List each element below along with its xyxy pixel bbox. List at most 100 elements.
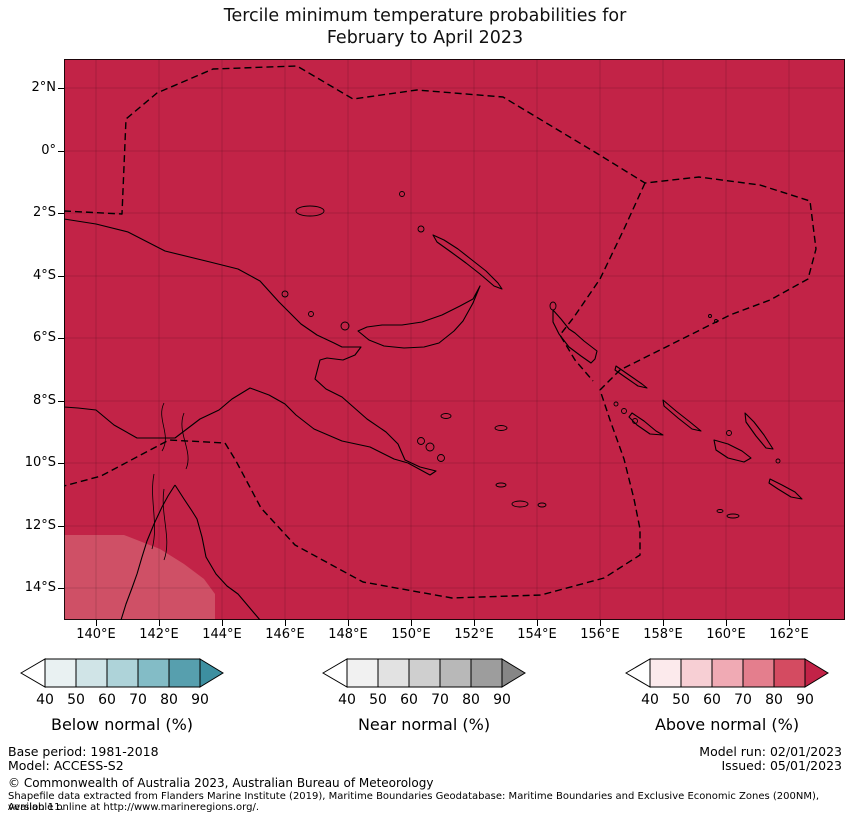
x-tickmark [411, 620, 412, 626]
x-axis-label: 158°E [643, 627, 683, 642]
marineregions-url-text: Available online at http://www.marinereg… [8, 802, 259, 813]
x-axis-label: 148°E [328, 627, 368, 642]
legend-segment [625, 658, 651, 688]
guadalcanal-coastline [713, 439, 752, 463]
y-axis-label: 2°N [31, 80, 57, 95]
y-axis-label: 4°S [32, 268, 56, 283]
eez-inner-boundary [559, 182, 646, 382]
legend-near-normal: 40 50 60 70 80 90 Near normal (%) [322, 658, 526, 742]
x-axis-label: 162°E [769, 627, 809, 642]
bougainville-coastline [552, 309, 598, 364]
x-axis-label: 140°E [76, 627, 116, 642]
legend-above-normal: 40 50 60 70 80 90 Above normal (%) [625, 658, 829, 742]
malaita-coastline [744, 412, 774, 450]
x-axis-label: 152°E [454, 627, 494, 642]
x-tickmark [663, 620, 664, 626]
y-tickmark [58, 88, 64, 89]
figure-title: Tercile minimum temperature probabilitie… [0, 5, 850, 49]
legend-tick: 90 [191, 692, 209, 708]
legend-tick: 40 [338, 692, 356, 708]
coastlines [64, 218, 803, 620]
y-tickmark [58, 276, 64, 277]
model-run-text: Model run: 02/01/2023 [699, 744, 842, 759]
y-tickmark [58, 213, 64, 214]
x-axis-label: 156°E [580, 627, 620, 642]
legend-segment [804, 658, 829, 688]
x-axis-label: 146°E [265, 627, 305, 642]
legend-segment [742, 658, 775, 688]
legend-tick: 70 [129, 692, 147, 708]
x-tickmark [474, 620, 475, 626]
legend-tick: 80 [462, 692, 480, 708]
x-tickmark [285, 620, 286, 626]
legend-tick: 50 [369, 692, 387, 708]
legend-tick: 50 [672, 692, 690, 708]
new-ireland-coastline [432, 234, 503, 290]
x-tickmark [222, 620, 223, 626]
cape-york-coastline [120, 484, 261, 620]
legend-segment [649, 658, 682, 688]
choiseul-coastline [614, 365, 648, 389]
legend-segment [711, 658, 744, 688]
y-axis-label: 8°S [32, 393, 56, 408]
rivers [151, 402, 189, 561]
legend-segment [106, 658, 139, 688]
legend-segment [137, 658, 170, 688]
title-line-1: Tercile minimum temperature probabilitie… [223, 6, 627, 26]
x-tickmark [789, 620, 790, 626]
legend-tick: 60 [400, 692, 418, 708]
legend-segment [20, 658, 46, 688]
legend-label-above-normal: Above normal (%) [654, 715, 800, 734]
title-line-2: February to April 2023 [326, 28, 524, 48]
y-axis-label: 12°S [24, 518, 56, 533]
legend-segment [346, 658, 379, 688]
y-tickmark [58, 338, 64, 339]
legend-segment [470, 658, 503, 688]
x-tickmark [348, 620, 349, 626]
x-tickmark [159, 620, 160, 626]
legend-segment [680, 658, 713, 688]
base-period-text: Base period: 1981-2018 [8, 744, 159, 759]
legend-colorbar-above [625, 658, 829, 688]
small-islands [281, 191, 781, 519]
legend-segment [199, 658, 224, 688]
x-axis-label: 160°E [706, 627, 746, 642]
legend-tick: 40 [641, 692, 659, 708]
legend-below-normal: 40 50 60 70 80 90 Below normal (%) [20, 658, 224, 742]
probability-map [64, 59, 845, 620]
map-frame [64, 59, 845, 620]
legend-tick: 50 [67, 692, 85, 708]
legend-segment [44, 658, 77, 688]
y-axis-label: 10°S [24, 455, 56, 470]
new-guinea-coastline [64, 218, 437, 476]
x-axis-label: 142°E [139, 627, 179, 642]
legend-colorbar-below [20, 658, 224, 688]
legend-tick: 80 [765, 692, 783, 708]
new-georgia-coastline [628, 412, 664, 436]
legend-tick: 60 [703, 692, 721, 708]
legend-label-below-normal: Below normal (%) [50, 715, 194, 734]
legend-segment [773, 658, 806, 688]
y-tickmark [58, 401, 64, 402]
legend-tick: 70 [734, 692, 752, 708]
eez-boundaries [64, 65, 817, 599]
x-tickmark [600, 620, 601, 626]
x-axis-label: 144°E [202, 627, 242, 642]
santa-isabel-coastline [662, 399, 702, 432]
y-tickmark [58, 463, 64, 464]
legend-segment [168, 658, 201, 688]
y-axis-label: 6°S [32, 330, 56, 345]
legend-tick: 90 [493, 692, 511, 708]
lighter-probability-region [64, 535, 215, 620]
legend-tick: 80 [160, 692, 178, 708]
x-axis-label: 154°E [517, 627, 557, 642]
y-tickmark [58, 151, 64, 152]
legend-segment [322, 658, 348, 688]
legend-segment [501, 658, 526, 688]
legend-colorbar-near [322, 658, 526, 688]
model-text: Model: ACCESS-S2 [8, 758, 124, 773]
y-axis-label: 2°S [32, 205, 56, 220]
x-tickmark [96, 620, 97, 626]
legend-segment [408, 658, 441, 688]
